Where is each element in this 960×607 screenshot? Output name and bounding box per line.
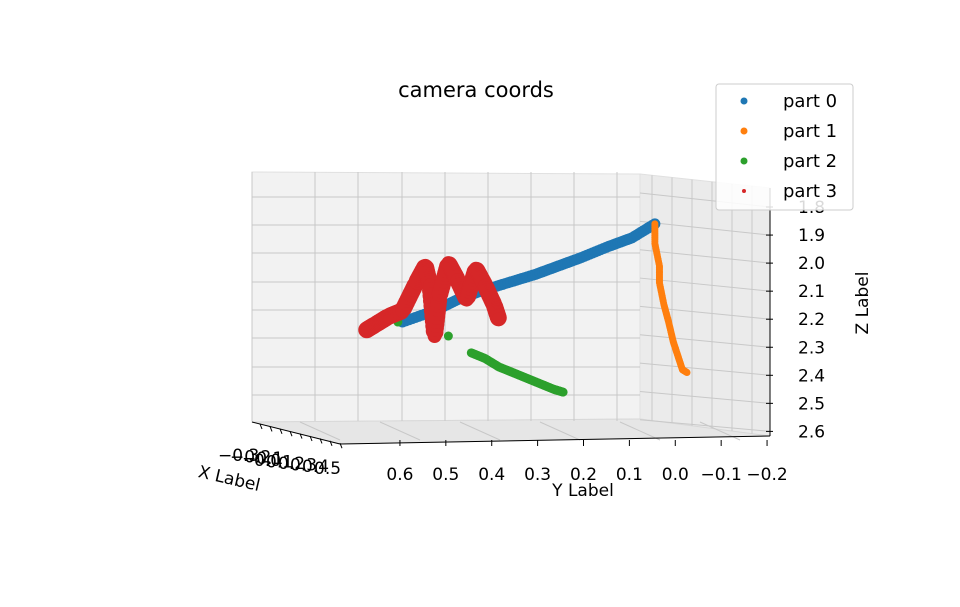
x-tick-label: 0.1 [266,452,293,472]
x-tick-mark [269,426,273,432]
z-tick-label: 2.0 [798,254,825,274]
x-tick-label: 0.2 [278,454,305,474]
y-tick-label: 0.5 [432,465,459,485]
y-tick-label: 0.6 [386,465,413,485]
z-tick-label: 2.4 [798,366,825,386]
legend-marker [740,157,748,165]
x-axis-line [251,421,341,445]
data-point [443,331,453,341]
legend-marker [742,189,746,193]
legend-label: part 1 [783,121,837,142]
y-axis-label: Y Label [551,481,614,501]
y-tick-label: 0.3 [524,465,551,485]
grid-line [379,421,421,441]
legend-marker [740,127,748,135]
chart-title: camera coords [398,78,554,102]
side-pane [639,173,771,437]
z-tick-label: 2.5 [798,394,825,414]
grid-line [639,362,771,376]
grid-line [639,390,771,404]
x-tick-label: −0.2 [230,448,271,468]
y-tick-label: −0.2 [746,465,787,485]
legend-marker [740,97,748,105]
x-tick-mark [329,440,333,446]
x-tick-label: 0.3 [290,456,317,476]
grid-line [459,421,501,441]
legend-label: part 2 [783,151,837,172]
series-part-3 [358,256,507,344]
data-point [491,312,506,327]
legend: part 0 part 1 part 2 part 3 [715,83,854,211]
x-tick-mark [309,435,313,442]
grid-line [299,421,341,441]
y-tick-label: 0.0 [662,465,689,485]
y-tick-label: 0.4 [478,465,505,485]
grid-line [539,421,581,441]
y-tick-label: −0.1 [701,465,742,485]
x-tick-label: −0.1 [242,449,283,469]
x-tick-mark [299,433,303,439]
y-tick-label: 0.1 [616,465,643,485]
grid-line [639,249,771,264]
legend-label: part 0 [783,91,837,112]
series-part-2 [393,317,568,397]
y-tick-label: 0.2 [570,465,597,485]
y-axis-line [339,435,771,445]
grid-lines [251,172,771,441]
x-tick-label: 0.0 [254,451,281,471]
z-tick-label: 2.2 [798,310,825,330]
z-tick-label: 2.1 [798,282,825,302]
data-point [683,368,691,376]
z-axis-label: Z Label [853,272,873,335]
x-tick-label: 0.4 [302,457,329,477]
legend-label: part 3 [783,181,837,202]
tick-labels: 1.81.92.02.12.22.32.42.52.60.60.50.40.30… [218,198,825,485]
grid-line [619,421,661,441]
grid-line [639,419,771,432]
z-tick-label: 2.3 [798,338,825,358]
grid-line [639,334,771,348]
data-point [558,387,568,397]
z-tick-label: 1.9 [798,226,825,246]
z-tick-label: 2.6 [798,422,825,442]
x-tick-label: −0.3 [218,446,259,466]
series-part-1 [651,220,691,376]
x-tick-mark [289,431,293,437]
x-tick-mark [279,428,283,434]
x-tick-mark [319,438,323,444]
x-tick-mark [339,443,343,449]
data-points [358,218,691,397]
legend-box [715,83,854,211]
x-tick-mark [259,423,263,430]
grid-line [639,220,771,236]
x-tick-label: 0.5 [314,459,341,479]
